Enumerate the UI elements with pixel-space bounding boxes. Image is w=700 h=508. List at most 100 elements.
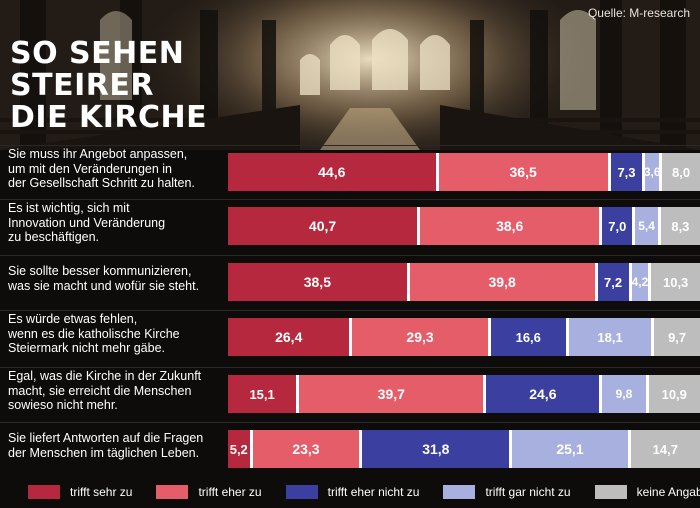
bar-segment-trifft-sehr-zu: 15,1 <box>228 375 299 413</box>
data-label: 9,7 <box>668 330 686 345</box>
bar-segment-trifft-gar-nicht-zu: 4,2 <box>632 263 652 301</box>
row-divider <box>0 367 700 368</box>
data-label: 38,5 <box>304 274 331 290</box>
legend-swatch <box>156 485 188 499</box>
data-label: 24,6 <box>529 386 556 402</box>
chart-legend: trifft sehr zu trifft eher zu trifft eher … <box>0 476 700 508</box>
legend-label: keine Angabe <box>637 485 700 499</box>
bar-segment-trifft-gar-nicht-zu: 25,1 <box>512 430 630 468</box>
stacked-bar: 15,1 39,7 24,6 9,8 10,9 <box>228 375 700 413</box>
bar-segment-trifft-eher-nicht-zu: 7,3 <box>611 153 645 191</box>
chart-row: Sie muss ihr Angebot anpassen, um mit den… <box>0 145 700 199</box>
row-divider <box>0 310 700 311</box>
data-label: 10,3 <box>663 275 688 290</box>
data-label: 7,0 <box>608 219 626 234</box>
bar-segment-trifft-sehr-zu: 26,4 <box>228 318 352 356</box>
row-divider <box>0 145 700 146</box>
row-label-line: Sie liefert Antworten auf die Fragen <box>8 431 226 446</box>
row-label: Sie muss ihr Angebot anpassen, um mit den… <box>8 147 226 191</box>
data-label: 3,6 <box>644 165 661 179</box>
chart-row: Egal, was die Kirche in der Zukunft macht… <box>0 367 700 421</box>
data-label: 36,5 <box>510 164 537 180</box>
chart-row: Es würde etwas fehlen, wenn es die kathol… <box>0 310 700 364</box>
row-label: Sie sollte besser kommunizieren, was sie … <box>8 264 226 293</box>
data-label: 8,0 <box>672 165 690 180</box>
stacked-bar: 38,5 39,8 7,2 4,2 10,3 <box>228 263 700 301</box>
bar-segment-trifft-eher-nicht-zu: 7,2 <box>598 263 632 301</box>
row-label-line: Steiermark nicht mehr gäbe. <box>8 341 226 356</box>
bar-segment-keine-Angabe: 8,3 <box>661 207 700 245</box>
legend-label: trifft eher nicht zu <box>328 485 420 499</box>
legend-swatch <box>286 485 318 499</box>
data-label: 18,1 <box>597 330 622 345</box>
data-label: 39,8 <box>489 274 516 290</box>
row-divider <box>0 255 700 256</box>
row-label: Egal, was die Kirche in der Zukunft macht… <box>8 369 226 413</box>
bar-segment-trifft-sehr-zu: 40,7 <box>228 207 420 245</box>
bar-segment-trifft-eher-nicht-zu: 31,8 <box>362 430 512 468</box>
stacked-bar: 5,2 23,3 31,8 25,1 14,7 <box>228 430 700 468</box>
bar-segment-trifft-eher-zu: 39,7 <box>299 375 486 413</box>
legend-item: trifft eher zu <box>156 485 261 499</box>
bar-segment-trifft-sehr-zu: 5,2 <box>228 430 253 468</box>
row-label-line: Egal, was die Kirche in der Zukunft <box>8 369 226 384</box>
row-label-line: sowieso nicht mehr. <box>8 398 226 413</box>
headline-line-3: DIE KIRCHE <box>10 102 207 134</box>
data-label: 26,4 <box>275 329 302 345</box>
bar-segment-trifft-gar-nicht-zu: 9,8 <box>602 375 648 413</box>
header-photo-church-interior: Quelle: M-research SO SEHEN STEIRER DIE … <box>0 0 700 150</box>
bar-segment-trifft-sehr-zu: 44,6 <box>228 153 439 191</box>
data-label: 7,3 <box>617 165 635 180</box>
legend-swatch <box>28 485 60 499</box>
source-label: Quelle: M-research <box>588 6 690 20</box>
legend-swatch <box>443 485 475 499</box>
row-label-line: Es würde etwas fehlen, <box>8 312 226 327</box>
bar-segment-trifft-eher-zu: 36,5 <box>439 153 611 191</box>
legend-label: trifft gar nicht zu <box>485 485 570 499</box>
data-label: 7,2 <box>604 275 622 290</box>
row-label-line: der Gesellschaft Schritt zu halten. <box>8 176 226 191</box>
data-label: 15,1 <box>249 387 274 402</box>
data-label: 40,7 <box>309 218 336 234</box>
bar-segment-trifft-sehr-zu: 38,5 <box>228 263 410 301</box>
row-label-line: Sie sollte besser kommunizieren, <box>8 264 226 279</box>
legend-item: trifft eher nicht zu <box>286 485 420 499</box>
bar-segment-trifft-eher-zu: 23,3 <box>253 430 363 468</box>
headline-line-2: STEIRER <box>10 70 207 102</box>
data-label: 14,7 <box>653 442 678 457</box>
chart-row: Sie liefert Antworten auf die Fragen der … <box>0 422 700 476</box>
bar-segment-trifft-eher-zu: 39,8 <box>410 263 598 301</box>
bar-segment-keine-Angabe: 14,7 <box>631 430 700 468</box>
data-label: 25,1 <box>556 441 583 457</box>
bar-segment-trifft-eher-zu: 29,3 <box>352 318 490 356</box>
chart-row: Sie sollte besser kommunizieren, was sie … <box>0 255 700 309</box>
data-label: 9,8 <box>616 387 633 401</box>
row-label-line: wenn es die katholische Kirche <box>8 327 226 342</box>
bar-segment-keine-Angabe: 10,3 <box>651 263 700 301</box>
data-label: 44,6 <box>318 164 345 180</box>
row-label-line: Innovation und Veränderung <box>8 216 226 231</box>
bar-segment-keine-Angabe: 10,9 <box>649 375 700 413</box>
data-label: 5,4 <box>638 219 655 233</box>
row-label-line: Es ist wichtig, sich mit <box>8 201 226 216</box>
row-label-line: der Menschen im täglichen Leben. <box>8 446 226 461</box>
bar-segment-keine-Angabe: 9,7 <box>654 318 700 356</box>
bar-segment-keine-Angabe: 8,0 <box>662 153 700 191</box>
row-divider <box>0 422 700 423</box>
legend-label: trifft sehr zu <box>70 485 132 499</box>
data-label: 38,6 <box>496 218 523 234</box>
bar-segment-trifft-eher-nicht-zu: 16,6 <box>491 318 569 356</box>
chart-row: Es ist wichtig, sich mit Innovation und V… <box>0 199 700 253</box>
data-label: 4,2 <box>632 275 649 289</box>
stacked-bar: 40,7 38,6 7,0 5,4 8,3 <box>228 207 700 245</box>
data-label: 23,3 <box>292 441 319 457</box>
bar-segment-trifft-eher-nicht-zu: 7,0 <box>602 207 635 245</box>
bar-segment-trifft-eher-zu: 38,6 <box>420 207 602 245</box>
stacked-bar: 26,4 29,3 16,6 18,1 9,7 <box>228 318 700 356</box>
data-label: 16,6 <box>516 330 541 345</box>
row-divider <box>0 199 700 200</box>
row-label: Es ist wichtig, sich mit Innovation und V… <box>8 201 226 245</box>
headline-line-1: SO SEHEN <box>10 38 207 70</box>
row-label-line: Sie muss ihr Angebot anpassen, <box>8 147 226 162</box>
legend-item: trifft sehr zu <box>28 485 132 499</box>
